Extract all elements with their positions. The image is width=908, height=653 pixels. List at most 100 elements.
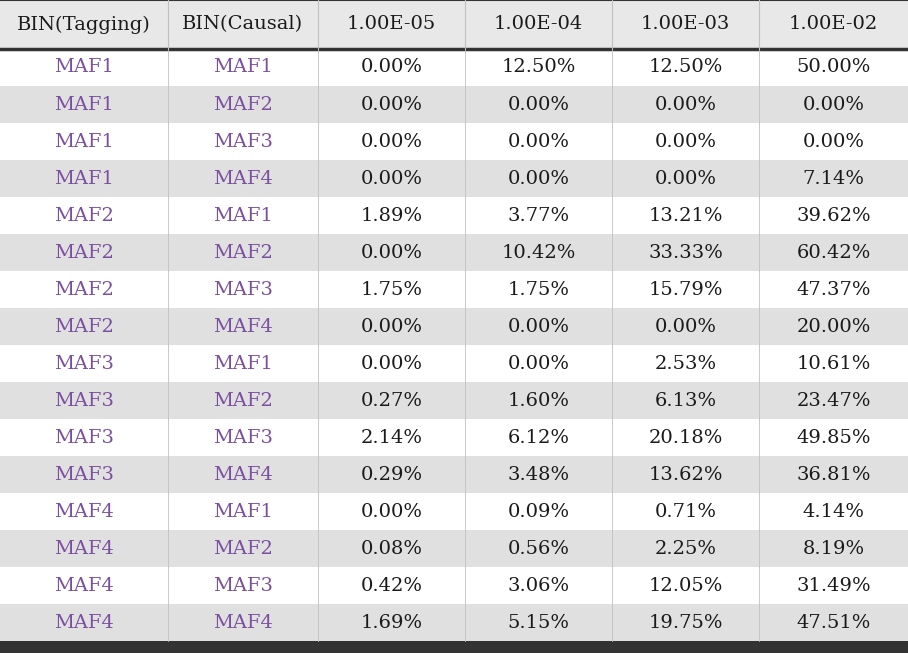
Text: 2.14%: 2.14% [360, 428, 422, 447]
Text: 1.00E-03: 1.00E-03 [641, 16, 730, 33]
Bar [0, 419, 908, 456]
Bar [0, 271, 908, 308]
Text: MAF3: MAF3 [54, 355, 114, 373]
Text: 0.00%: 0.00% [655, 133, 716, 151]
Text: MAF3: MAF3 [54, 466, 114, 484]
Text: 0.00%: 0.00% [360, 95, 422, 114]
Text: 19.75%: 19.75% [648, 614, 723, 631]
Text: 1.75%: 1.75% [508, 281, 569, 298]
Text: MAF3: MAF3 [54, 428, 114, 447]
Text: 0.00%: 0.00% [508, 133, 569, 151]
Bar [0, 49, 908, 86]
Text: 0.56%: 0.56% [508, 539, 569, 558]
Bar [0, 567, 908, 604]
Text: 8.19%: 8.19% [803, 539, 864, 558]
Text: BIN(Tagging): BIN(Tagging) [17, 16, 151, 33]
Text: 0.00%: 0.00% [360, 317, 422, 336]
Text: 0.00%: 0.00% [655, 317, 716, 336]
Text: 0.27%: 0.27% [360, 392, 422, 409]
Text: 7.14%: 7.14% [803, 170, 864, 187]
Text: MAF3: MAF3 [212, 281, 273, 298]
Bar [0, 160, 908, 197]
Text: 39.62%: 39.62% [796, 206, 871, 225]
Text: MAF1: MAF1 [54, 133, 114, 151]
Text: 3.06%: 3.06% [508, 577, 569, 595]
Text: MAF1: MAF1 [54, 95, 114, 114]
Text: 3.77%: 3.77% [508, 206, 569, 225]
Text: 0.00%: 0.00% [360, 133, 422, 151]
Text: 0.00%: 0.00% [508, 355, 569, 373]
Text: MAF1: MAF1 [213, 206, 272, 225]
Text: MAF2: MAF2 [213, 95, 272, 114]
Text: 0.00%: 0.00% [508, 95, 569, 114]
Text: 0.09%: 0.09% [508, 503, 569, 520]
Bar [0, 493, 908, 530]
Text: 0.00%: 0.00% [803, 95, 864, 114]
Text: 12.50%: 12.50% [648, 59, 723, 76]
Text: 50.00%: 50.00% [796, 59, 871, 76]
Text: 12.05%: 12.05% [648, 577, 723, 595]
Text: 10.42%: 10.42% [501, 244, 576, 262]
Text: 0.00%: 0.00% [360, 355, 422, 373]
Text: 0.00%: 0.00% [360, 503, 422, 520]
Text: 3.48%: 3.48% [508, 466, 569, 484]
Text: 6.12%: 6.12% [508, 428, 569, 447]
Text: 2.25%: 2.25% [655, 539, 716, 558]
Text: 49.85%: 49.85% [796, 428, 871, 447]
Text: 1.00E-05: 1.00E-05 [347, 16, 436, 33]
Text: 0.00%: 0.00% [508, 317, 569, 336]
Bar [0, 345, 908, 382]
Text: 12.50%: 12.50% [501, 59, 576, 76]
Text: 1.75%: 1.75% [360, 281, 422, 298]
Text: MAF4: MAF4 [213, 466, 272, 484]
Text: 1.60%: 1.60% [508, 392, 569, 409]
Bar [0, 382, 908, 419]
Text: 4.14%: 4.14% [803, 503, 864, 520]
Text: MAF4: MAF4 [213, 614, 272, 631]
Bar [0, 456, 908, 493]
Text: 0.00%: 0.00% [803, 133, 864, 151]
Text: 20.18%: 20.18% [648, 428, 723, 447]
Text: MAF2: MAF2 [213, 539, 272, 558]
Bar [0, 530, 908, 567]
Text: MAF1: MAF1 [54, 170, 114, 187]
Text: 1.89%: 1.89% [360, 206, 422, 225]
Text: BIN(Causal): BIN(Causal) [183, 16, 303, 33]
Text: MAF4: MAF4 [213, 317, 272, 336]
Text: 0.00%: 0.00% [360, 59, 422, 76]
Text: 6.13%: 6.13% [655, 392, 716, 409]
Text: MAF4: MAF4 [54, 539, 114, 558]
Text: MAF4: MAF4 [54, 614, 114, 631]
Bar [0, 234, 908, 271]
Text: MAF2: MAF2 [213, 392, 272, 409]
Text: 31.49%: 31.49% [796, 577, 871, 595]
Text: 15.79%: 15.79% [648, 281, 723, 298]
Text: 13.21%: 13.21% [648, 206, 723, 225]
Text: MAF3: MAF3 [212, 428, 273, 447]
Text: 0.42%: 0.42% [360, 577, 422, 595]
Text: MAF2: MAF2 [213, 244, 272, 262]
Text: 5.15%: 5.15% [508, 614, 569, 631]
Text: MAF3: MAF3 [212, 577, 273, 595]
Text: 1.00E-04: 1.00E-04 [494, 16, 583, 33]
Text: 0.00%: 0.00% [508, 170, 569, 187]
Text: 33.33%: 33.33% [648, 244, 723, 262]
Bar [0, 308, 908, 345]
Text: 20.00%: 20.00% [796, 317, 871, 336]
Text: 36.81%: 36.81% [796, 466, 871, 484]
Text: 1.00E-02: 1.00E-02 [789, 16, 878, 33]
Text: 23.47%: 23.47% [796, 392, 871, 409]
Bar [0, 86, 908, 123]
Text: MAF2: MAF2 [54, 244, 114, 262]
Bar [0, 604, 908, 641]
Text: MAF4: MAF4 [213, 170, 272, 187]
Text: 47.37%: 47.37% [796, 281, 871, 298]
Text: 13.62%: 13.62% [648, 466, 723, 484]
Text: MAF4: MAF4 [54, 577, 114, 595]
Text: 0.00%: 0.00% [360, 244, 422, 262]
Text: 1.69%: 1.69% [360, 614, 422, 631]
Bar [0, 123, 908, 160]
Text: MAF2: MAF2 [54, 281, 114, 298]
Text: 47.51%: 47.51% [796, 614, 871, 631]
Text: MAF4: MAF4 [54, 503, 114, 520]
